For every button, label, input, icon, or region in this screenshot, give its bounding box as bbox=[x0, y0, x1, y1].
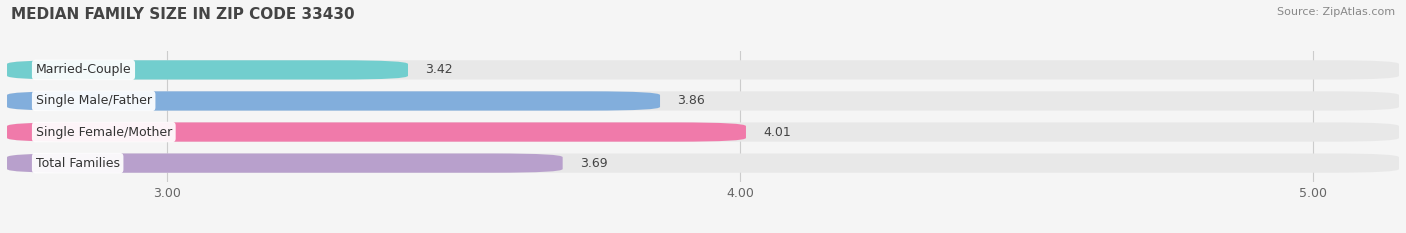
Text: Single Male/Father: Single Male/Father bbox=[35, 94, 152, 107]
FancyBboxPatch shape bbox=[7, 154, 1399, 173]
Text: Source: ZipAtlas.com: Source: ZipAtlas.com bbox=[1277, 7, 1395, 17]
Text: 4.01: 4.01 bbox=[763, 126, 792, 139]
FancyBboxPatch shape bbox=[7, 91, 1399, 111]
Text: Married-Couple: Married-Couple bbox=[35, 63, 131, 76]
FancyBboxPatch shape bbox=[7, 122, 747, 142]
FancyBboxPatch shape bbox=[7, 60, 1399, 79]
Text: MEDIAN FAMILY SIZE IN ZIP CODE 33430: MEDIAN FAMILY SIZE IN ZIP CODE 33430 bbox=[11, 7, 354, 22]
Text: Single Female/Mother: Single Female/Mother bbox=[35, 126, 172, 139]
FancyBboxPatch shape bbox=[7, 154, 562, 173]
Text: 3.86: 3.86 bbox=[678, 94, 704, 107]
FancyBboxPatch shape bbox=[7, 60, 408, 79]
Text: 3.69: 3.69 bbox=[579, 157, 607, 170]
FancyBboxPatch shape bbox=[7, 91, 659, 111]
Text: 3.42: 3.42 bbox=[425, 63, 453, 76]
Text: Total Families: Total Families bbox=[35, 157, 120, 170]
FancyBboxPatch shape bbox=[7, 122, 1399, 142]
